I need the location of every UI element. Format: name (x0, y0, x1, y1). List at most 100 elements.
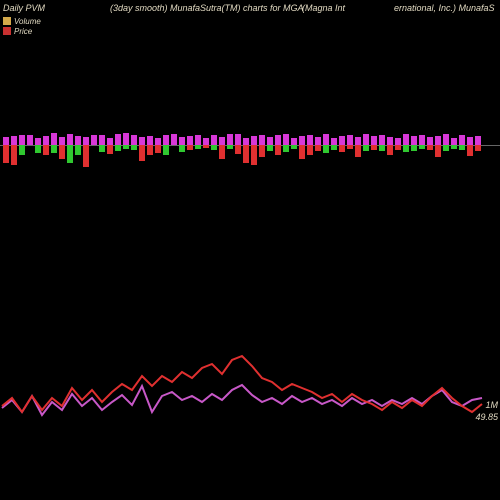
histogram-bar-upper (291, 138, 297, 145)
histogram-bar-upper (27, 135, 33, 145)
histogram-bar-upper (315, 137, 321, 145)
histogram-bar-lower (99, 145, 105, 152)
histogram-bar-lower (467, 145, 473, 156)
histogram-bar-lower (251, 145, 257, 165)
chart-legend: Volume Price (3, 16, 41, 36)
histogram-bar-upper (43, 136, 49, 145)
histogram-bar-upper (243, 138, 249, 145)
histogram-bar-lower (435, 145, 441, 157)
histogram-bar-lower (19, 145, 25, 155)
histogram-bar-lower (355, 145, 361, 157)
histogram-bar-upper (123, 133, 129, 145)
histogram-bar-lower (211, 145, 217, 150)
histogram-bar-upper (283, 134, 289, 145)
histogram-bar-lower (139, 145, 145, 161)
histogram-bar-lower (379, 145, 385, 151)
histogram-bar-upper (395, 138, 401, 145)
chart-header: Daily PVM (3day smooth) MunafaSutra(TM) … (0, 3, 500, 15)
histogram-bar-upper (163, 135, 169, 145)
histogram-bar-lower (179, 145, 185, 152)
header-right: ernational, Inc.) MunafaS (394, 3, 495, 13)
histogram-bar-upper (419, 135, 425, 145)
histogram-bar-lower (3, 145, 9, 163)
histogram-bar-upper (267, 137, 273, 145)
histogram-bar-lower (291, 145, 297, 149)
histogram-bar-lower (163, 145, 169, 155)
histogram-bar-lower (51, 145, 57, 153)
histogram-bar-upper (171, 134, 177, 145)
histogram-bar-upper (339, 136, 345, 145)
histogram-bar-lower (259, 145, 265, 157)
histogram-bar-upper (195, 135, 201, 145)
histogram-bar-lower (267, 145, 273, 151)
histogram-bar-upper (147, 136, 153, 145)
histogram-bar-upper (67, 134, 73, 145)
histogram-bar-upper (235, 134, 241, 145)
histogram-bar-lower (123, 145, 129, 149)
histogram-bar-upper (451, 138, 457, 145)
histogram-bar-lower (83, 145, 89, 167)
histogram-bar-upper (91, 135, 97, 145)
histogram-bar-lower (331, 145, 337, 150)
histogram-bar-upper (139, 137, 145, 145)
histogram-bar-lower (75, 145, 81, 155)
histogram-bar-lower (419, 145, 425, 149)
histogram-bar-upper (323, 134, 329, 145)
histogram-bar-upper (275, 135, 281, 145)
legend-item-price: Price (3, 26, 41, 36)
histogram-bar-upper (211, 135, 217, 145)
histogram-bar-lower (315, 145, 321, 151)
histogram-bar-upper (227, 134, 233, 145)
histogram-bar-lower (371, 145, 377, 150)
histogram-bar-lower (387, 145, 393, 155)
histogram-bar-upper (435, 136, 441, 145)
histogram-bar-lower (235, 145, 241, 154)
legend-label-volume: Volume (14, 17, 41, 26)
y-axis-label-volume: 1M (485, 400, 498, 410)
histogram-bar-upper (99, 135, 105, 145)
histogram-bar-lower (347, 145, 353, 149)
histogram-bar-upper (331, 138, 337, 145)
legend-label-price: Price (14, 27, 32, 36)
histogram-chart (0, 115, 485, 175)
histogram-bar-lower (227, 145, 233, 149)
histogram-bar-upper (59, 137, 65, 145)
histogram-bar-upper (203, 138, 209, 145)
histogram-bar-upper (459, 135, 465, 145)
histogram-bar-upper (347, 135, 353, 145)
legend-swatch-price (3, 27, 11, 35)
histogram-bar-upper (371, 136, 377, 145)
histogram-bar-upper (131, 135, 137, 145)
histogram-bar-upper (379, 135, 385, 145)
histogram-bar-lower (323, 145, 329, 153)
histogram-bar-upper (51, 133, 57, 145)
histogram-bar-lower (219, 145, 225, 159)
histogram-bar-upper (475, 136, 481, 145)
histogram-bar-lower (307, 145, 313, 155)
histogram-bar-lower (67, 145, 73, 163)
histogram-bar-lower (411, 145, 417, 151)
histogram-bar-lower (107, 145, 113, 154)
histogram-bar-upper (251, 136, 257, 145)
histogram-bar-lower (395, 145, 401, 150)
histogram-bar-upper (219, 137, 225, 145)
histogram-bar-lower (459, 145, 465, 150)
histogram-bar-upper (411, 136, 417, 145)
line-chart-svg (0, 340, 485, 440)
histogram-bar-lower (299, 145, 305, 159)
legend-swatch-volume (3, 17, 11, 25)
histogram-bar-upper (155, 138, 161, 145)
header-left: Daily PVM (3, 3, 45, 13)
histogram-bar-lower (443, 145, 449, 151)
histogram-bar-lower (195, 145, 201, 149)
histogram-bar-lower (339, 145, 345, 152)
histogram-bar-lower (275, 145, 281, 155)
histogram-bar-lower (363, 145, 369, 151)
line-chart (0, 340, 485, 440)
histogram-bar-upper (11, 136, 17, 145)
header-center-right: (Magna Int (302, 3, 345, 13)
histogram-bar-upper (307, 135, 313, 145)
histogram-bar-upper (427, 137, 433, 145)
histogram-bar-lower (43, 145, 49, 155)
histogram-bar-upper (179, 137, 185, 145)
